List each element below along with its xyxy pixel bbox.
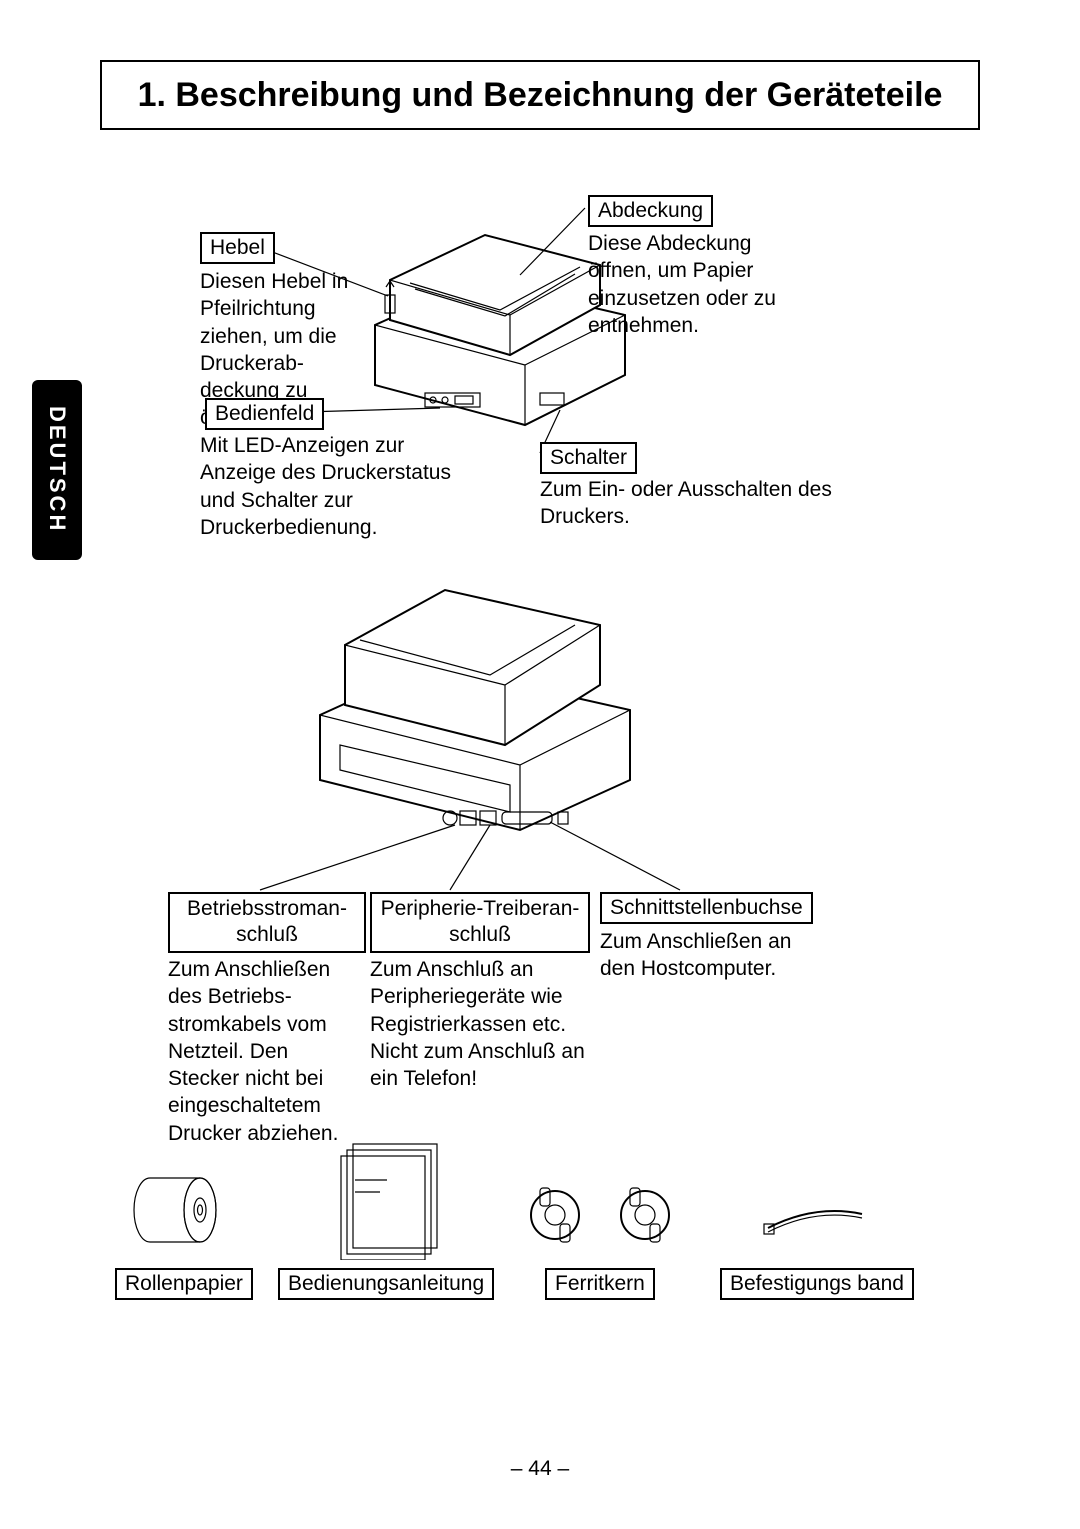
label-rollenpapier-text: Rollenpapier (125, 1272, 243, 1295)
desc-power: Zum Anschließen des Betriebs­stromkabels… (168, 956, 363, 1147)
label-power: Betriebsstroman­schluß (168, 892, 366, 953)
label-rollenpapier: Rollenpapier (115, 1268, 253, 1300)
label-band-text: Befestigungs band (730, 1272, 904, 1295)
bottom-callout-lines (0, 0, 1080, 1000)
page-root: 1. Beschreibung und Bezeichnung der Gerä… (0, 0, 1080, 1529)
label-power-text: Betriebsstroman­schluß (187, 897, 347, 946)
label-manual: Bedienungsanleitung (278, 1268, 494, 1300)
manual-icon (325, 1130, 455, 1260)
label-periph: Peripherie-Treiberan­schluß (370, 892, 590, 953)
label-iface-text: Schnittstellenbuchse (610, 896, 803, 919)
desc-iface: Zum Anschließen an den Hostcomputer. (600, 928, 830, 983)
label-ferrite-text: Ferritkern (555, 1272, 645, 1295)
page-number: – 44 – (0, 1457, 1080, 1481)
fastening-band-icon (760, 1200, 870, 1240)
label-ferrite: Ferritkern (545, 1268, 655, 1300)
label-periph-text: Peripherie-Treiberan­schluß (381, 897, 580, 946)
ferrite-icon-2 (610, 1180, 680, 1250)
roll-paper-icon (120, 1165, 230, 1255)
ferrite-icon-1 (520, 1180, 590, 1250)
label-iface: Schnittstellenbuchse (600, 892, 813, 924)
label-manual-text: Bedienungsanleitung (288, 1272, 484, 1295)
label-band: Befestigungs band (720, 1268, 914, 1300)
desc-periph: Zum Anschluß an Peripheriegeräte wie Reg… (370, 956, 595, 1092)
